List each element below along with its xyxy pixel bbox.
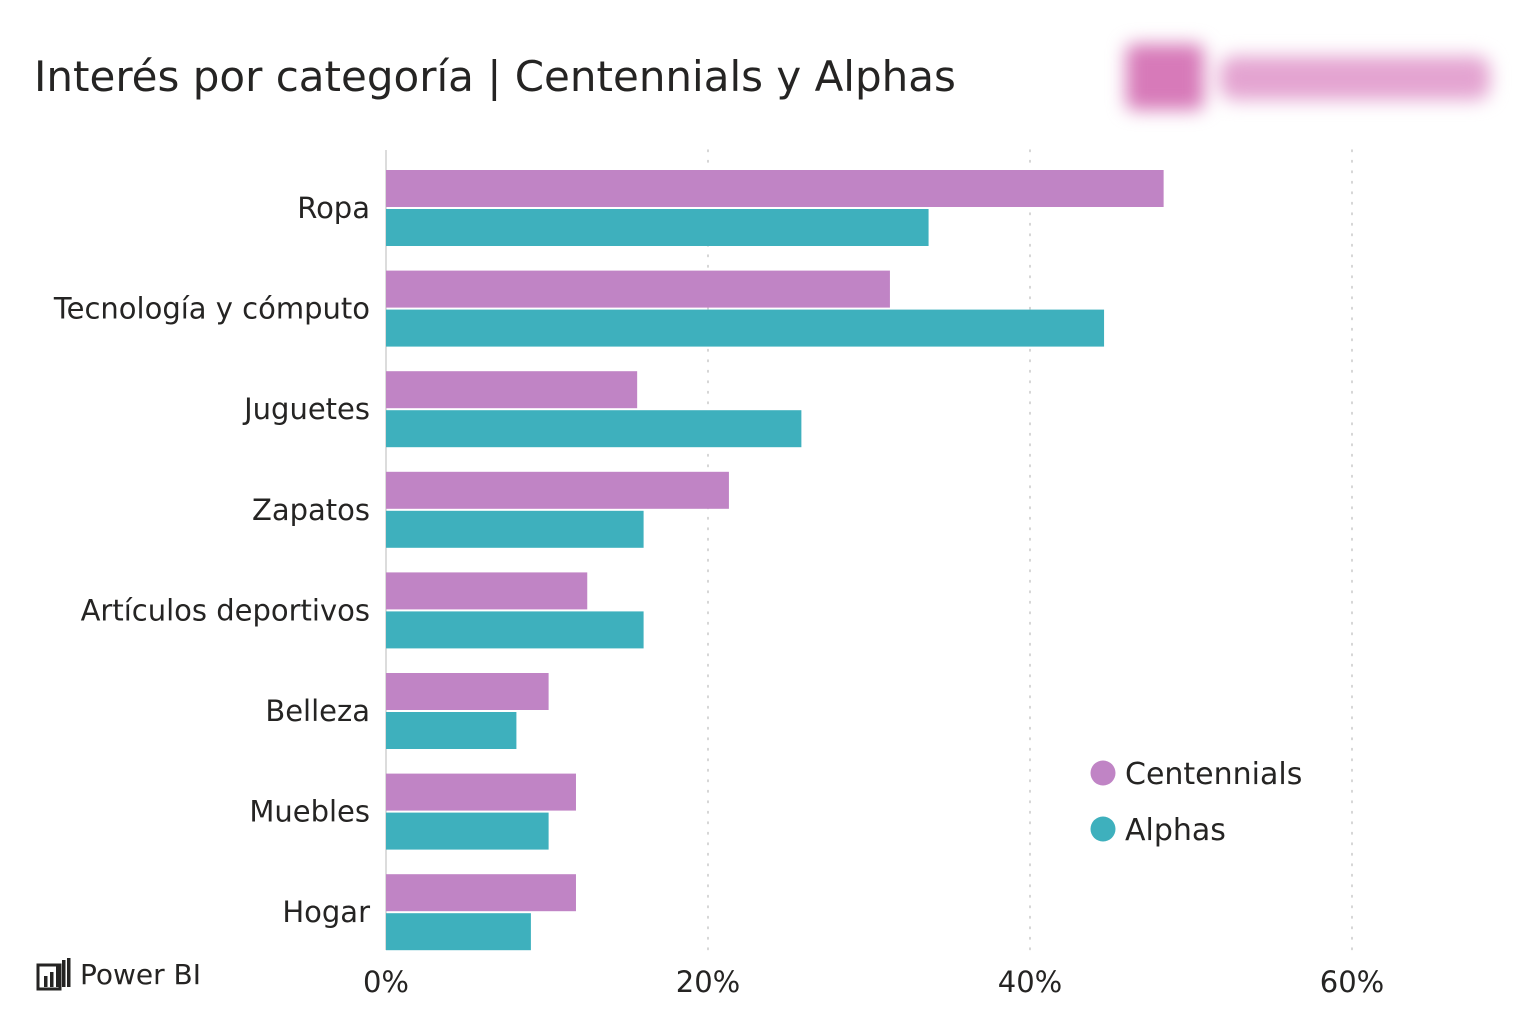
bar-alphas-1 [386,309,1105,347]
bar-alphas-5 [386,712,517,749]
category-label: Tecnología y cómputo [53,292,370,326]
bar-alphas-7 [386,913,531,951]
category-label: Artículos deportivos [81,593,370,627]
bar-centennials-0 [386,170,1164,207]
x-tick-label: 60% [1320,965,1384,999]
bar-centennials-2 [386,371,638,409]
power-bi-label: Power BI [80,957,202,991]
x-tick-label: 40% [998,965,1062,999]
bar-alphas-4 [386,611,644,649]
category-label: Belleza [265,694,370,728]
blurred-logo-mark [1126,44,1204,110]
category-label: Zapatos [252,493,370,527]
power-bi-icon [36,958,71,991]
bar-centennials-5 [386,673,549,710]
bar-centennials-6 [386,773,576,811]
bar-centennials-1 [386,270,890,308]
bar-centennials-3 [386,471,729,509]
bar-centennials-4 [386,572,588,610]
x-tick-label: 20% [676,965,740,999]
chart-title: Interés por categoría | Centennials y Al… [34,52,956,101]
legend-label-centennials: Centennials [1125,757,1302,792]
legend-label-alphas: Alphas [1125,813,1226,848]
x-tick-label: 0% [363,965,409,999]
bar-alphas-3 [386,510,644,548]
bar-centennials-7 [386,874,576,912]
blurred-logo [1112,30,1504,126]
category-label: Muebles [249,795,370,829]
bar-alphas-2 [386,410,802,448]
legend-marker-alphas [1090,816,1116,842]
category-label: Ropa [297,191,370,225]
power-bi-footer[interactable]: Power BI [36,954,201,994]
blurred-logo-wordmark [1220,56,1490,100]
bar-alphas-0 [386,209,929,246]
legend-marker-centennials [1090,760,1116,786]
bar-alphas-6 [386,812,549,850]
category-label: Hogar [282,895,370,929]
category-label: Juguetes [242,392,370,426]
